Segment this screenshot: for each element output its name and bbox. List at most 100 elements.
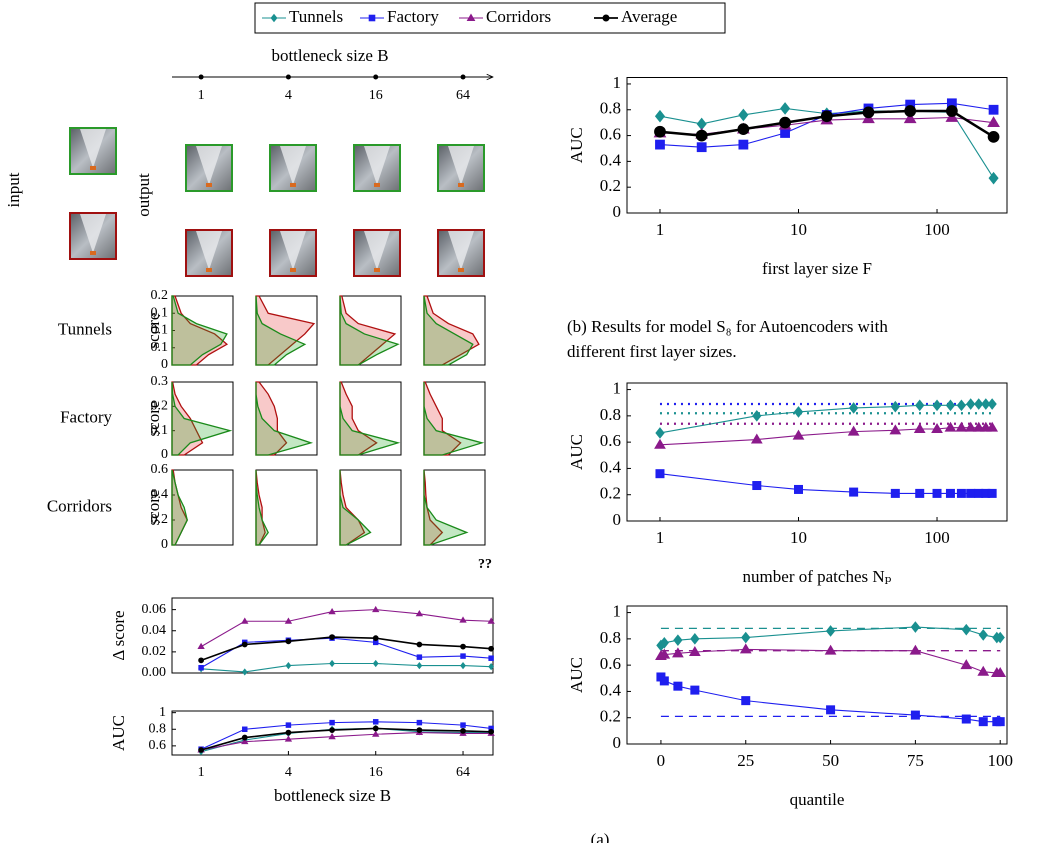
x-tick-label: 10 (790, 528, 807, 547)
series-line (659, 427, 993, 446)
density-normal (171, 381, 233, 456)
x-tick-label: 1 (656, 528, 665, 547)
y-axis-label: AUC (567, 434, 586, 470)
x-tick-label: 4 (285, 765, 292, 780)
y-tick-label: 0.2 (600, 707, 621, 726)
data-point (956, 488, 966, 498)
top-axis-label: bottleneck size B (271, 46, 388, 65)
data-point (242, 726, 248, 733)
data-point (372, 605, 380, 613)
data-point (779, 116, 791, 129)
y-tick-label: 0.00 (142, 665, 167, 680)
image-detail (280, 146, 306, 185)
data-point (285, 729, 292, 736)
data-point (416, 641, 423, 648)
data-point (915, 399, 925, 412)
legend-marker (602, 14, 610, 22)
x-axis-label: bottleneck size B (274, 786, 391, 805)
legend-marker (368, 14, 376, 22)
series-line (200, 636, 492, 662)
data-point (741, 696, 751, 706)
data-point (488, 663, 495, 671)
data-point (945, 399, 956, 412)
data-point (329, 719, 335, 726)
density-normal (423, 295, 474, 366)
data-point (974, 398, 984, 410)
data-point (416, 727, 423, 733)
image-detail (448, 231, 474, 270)
data-point (738, 139, 749, 150)
x-tick-label: 25 (737, 751, 754, 770)
data-point (792, 429, 805, 440)
density-normal (339, 382, 401, 456)
image-detail (364, 231, 390, 270)
density-normal (423, 382, 485, 456)
data-point (987, 130, 1000, 143)
row-label: Corridors (47, 496, 112, 515)
y-tick-label: 0 (613, 202, 622, 221)
image-detail (364, 146, 390, 185)
data-point (909, 644, 922, 655)
image-detail (458, 183, 464, 187)
data-point (654, 438, 666, 449)
data-point (826, 705, 836, 715)
series-line (200, 609, 492, 648)
y-tick-label: 0.8 (600, 99, 621, 118)
y-axis-label: AUC (567, 657, 586, 693)
image-detail (280, 231, 306, 270)
image-detail (80, 129, 106, 168)
x-tick-label: 75 (907, 751, 924, 770)
x-tick-label: 50 (822, 751, 839, 770)
data-point (284, 617, 293, 624)
series-line (201, 662, 492, 673)
y-tick-label: 0.6 (151, 462, 169, 477)
series-line (659, 473, 993, 494)
data-point (658, 648, 671, 659)
data-point (241, 737, 249, 745)
top-axis-tick (460, 74, 466, 80)
data-point (673, 634, 683, 646)
data-point (931, 423, 943, 433)
row-label: Tunnels (58, 319, 112, 338)
series-line (200, 727, 492, 751)
image-detail (90, 251, 96, 255)
data-point (994, 667, 1007, 678)
data-point (738, 108, 749, 122)
image-detail (458, 268, 464, 272)
density-normal (423, 470, 469, 546)
data-point (659, 636, 669, 649)
data-point (890, 488, 900, 498)
data-point (284, 735, 293, 742)
density-normal (255, 382, 314, 456)
data-point (981, 398, 991, 410)
y-tick-label: 0.6 (149, 738, 167, 753)
data-point (955, 421, 968, 432)
data-point (847, 425, 860, 436)
y-tick-label: 0.1 (151, 423, 169, 438)
data-point (690, 685, 700, 695)
y-axis-label: AUC (567, 127, 586, 163)
y-tick-label: 0 (613, 733, 622, 752)
density-normal (339, 470, 372, 546)
data-point (688, 646, 701, 656)
data-point (945, 105, 958, 117)
data-point (241, 668, 248, 676)
data-point (241, 617, 249, 624)
data-point (978, 717, 988, 727)
y-tick-label: 0.3 (151, 374, 169, 389)
data-point (659, 676, 669, 686)
image-detail (290, 183, 296, 187)
data-point (824, 644, 837, 655)
image-detail (196, 146, 222, 185)
data-point (695, 129, 708, 142)
y-tick-label: 0.1 (151, 323, 169, 338)
y-tick-label: 0 (161, 537, 168, 552)
data-point (328, 607, 336, 615)
top-axis-tick-label: 1 (198, 88, 205, 103)
data-point (241, 641, 248, 648)
y-axis-label: score (144, 313, 163, 349)
y-tick-label: 0.1 (151, 340, 169, 355)
data-point (889, 424, 902, 435)
